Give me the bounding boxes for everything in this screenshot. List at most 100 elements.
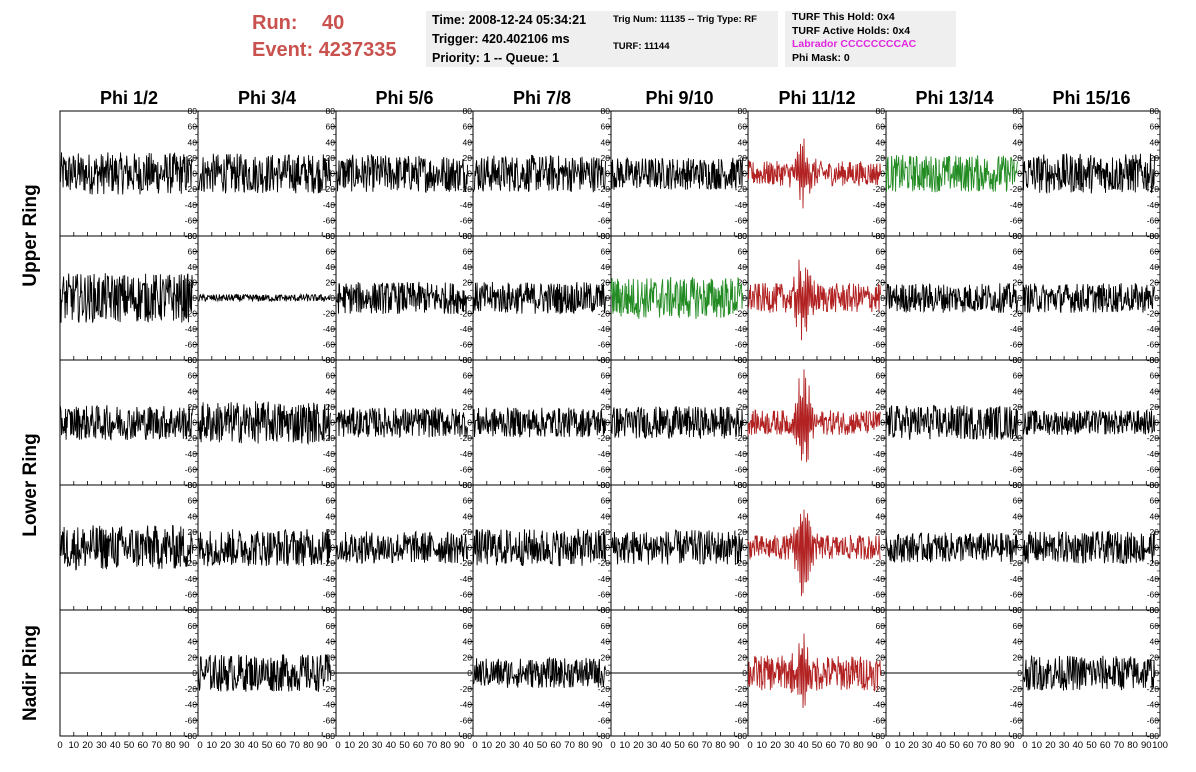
run-label: Run:: [252, 12, 298, 34]
x-tick-label: 10: [69, 740, 80, 751]
y-tick-label: 40: [326, 137, 336, 147]
x-tick-label: 10: [894, 740, 905, 751]
y-tick-label: 40: [188, 511, 198, 521]
y-tick-label: 80: [738, 605, 748, 615]
y-tick-label: 60: [188, 247, 198, 257]
y-tick-label: -20: [873, 558, 886, 568]
x-tick-label: 90: [1004, 740, 1015, 751]
y-tick-label: 80: [1013, 480, 1023, 490]
y-tick-label: 0: [330, 418, 335, 428]
y-tick-label: 60: [188, 371, 198, 381]
y-tick-label: -80: [735, 731, 748, 741]
y-tick-label: 80: [601, 605, 611, 615]
y-tick-label: 40: [1013, 262, 1023, 272]
y-tick-label: -60: [185, 464, 198, 474]
y-tick-label: -60: [873, 464, 886, 474]
y-tick-label: 20: [463, 527, 473, 537]
phi-mask-text: Phi Mask: 0: [792, 51, 850, 64]
y-tick-label: 40: [601, 386, 611, 396]
y-tick-label: -60: [873, 589, 886, 599]
x-tick-label: 80: [853, 740, 864, 751]
y-tick-label: 60: [876, 371, 886, 381]
y-tick-label: 60: [326, 371, 336, 381]
y-tick-label: -60: [460, 464, 473, 474]
y-tick-label: 60: [463, 122, 473, 132]
y-tick-label: -20: [323, 309, 336, 319]
x-tick-label: 60: [963, 740, 974, 751]
y-tick-label: -20: [1010, 558, 1023, 568]
y-tick-label: 40: [876, 262, 886, 272]
y-tick-label: -40: [735, 449, 748, 459]
y-tick-label: -60: [735, 215, 748, 225]
x-tick-label: 40: [936, 740, 947, 751]
y-tick-label: 40: [876, 637, 886, 647]
x-tick-label: 10: [207, 740, 218, 751]
y-tick-label: -40: [185, 324, 198, 334]
x-tick-label: 40: [661, 740, 672, 751]
y-tick-label: -40: [323, 700, 336, 710]
y-tick-label: -40: [323, 200, 336, 210]
x-tick-label: 0: [1022, 740, 1027, 751]
x-tick-label: 90: [1141, 740, 1152, 751]
y-tick-label: 20: [188, 402, 198, 412]
waveform-trace: [472, 656, 606, 689]
y-tick-label: 40: [188, 637, 198, 647]
y-tick-label: 60: [1013, 371, 1023, 381]
y-tick-label: 80: [1013, 355, 1023, 365]
x-tick-label: 50: [1086, 740, 1097, 751]
y-tick-label: 20: [876, 652, 886, 662]
y-tick-label: 40: [1013, 637, 1023, 647]
y-tick-label: 0: [192, 293, 197, 303]
x-tick-label: 10: [757, 740, 768, 751]
y-tick-label: 80: [1150, 355, 1160, 365]
y-tick-label: -40: [460, 449, 473, 459]
waveform-trace: [197, 153, 331, 194]
time-info-box: Time: 2008-12-24 05:34:21 Trigger: 420.4…: [426, 11, 606, 67]
x-tick-label: 50: [124, 740, 135, 751]
x-tick-label: 70: [702, 740, 713, 751]
x-tick-label: 50: [812, 740, 823, 751]
y-tick-label: 60: [1013, 247, 1023, 257]
y-tick-label: 0: [1154, 293, 1159, 303]
y-tick-label: -60: [1010, 215, 1023, 225]
y-tick-label: 60: [463, 621, 473, 631]
y-tick-label: 80: [326, 605, 336, 615]
y-tick-label: -60: [598, 215, 611, 225]
y-tick-label: -20: [323, 184, 336, 194]
y-tick-label: 0: [742, 418, 747, 428]
y-tick-label: 60: [738, 247, 748, 257]
x-tick-label: 30: [372, 740, 383, 751]
y-tick-label: 20: [738, 527, 748, 537]
y-tick-label: 60: [463, 496, 473, 506]
y-tick-label: 20: [601, 402, 611, 412]
y-tick-label: -60: [323, 589, 336, 599]
waveform-trace: [59, 152, 193, 195]
y-tick-label: 60: [1013, 621, 1023, 631]
y-tick-label: 60: [1150, 371, 1160, 381]
labrador-text: Labrador CCCCCCCCAC: [792, 38, 917, 50]
y-tick-label: -80: [598, 731, 611, 741]
y-tick-label: 20: [1013, 153, 1023, 163]
y-tick-label: 0: [1154, 543, 1159, 553]
y-tick-label: -40: [873, 200, 886, 210]
y-tick-label: 60: [326, 122, 336, 132]
y-tick-label: 0: [1017, 418, 1022, 428]
y-tick-label: -60: [873, 715, 886, 725]
x-tick-label: 70: [839, 740, 850, 751]
y-tick-label: 20: [188, 153, 198, 163]
y-tick-label: 80: [463, 480, 473, 490]
y-tick-label: 80: [876, 605, 886, 615]
turf-this-hold-text: TURF This Hold: 0x4: [792, 11, 895, 23]
y-tick-label: 0: [1017, 293, 1022, 303]
y-tick-label: 20: [463, 402, 473, 412]
y-tick-label: -20: [873, 184, 886, 194]
y-tick-label: -60: [1010, 715, 1023, 725]
waveform-trace: [472, 407, 606, 438]
y-tick-label: 80: [188, 480, 198, 490]
column-title: Phi 13/14: [915, 88, 993, 108]
priority-text: Priority: 1 -- Queue: 1: [432, 51, 560, 65]
y-tick-label: -40: [1147, 324, 1160, 334]
x-tick-label: 70: [151, 740, 162, 751]
y-tick-label: -60: [323, 464, 336, 474]
